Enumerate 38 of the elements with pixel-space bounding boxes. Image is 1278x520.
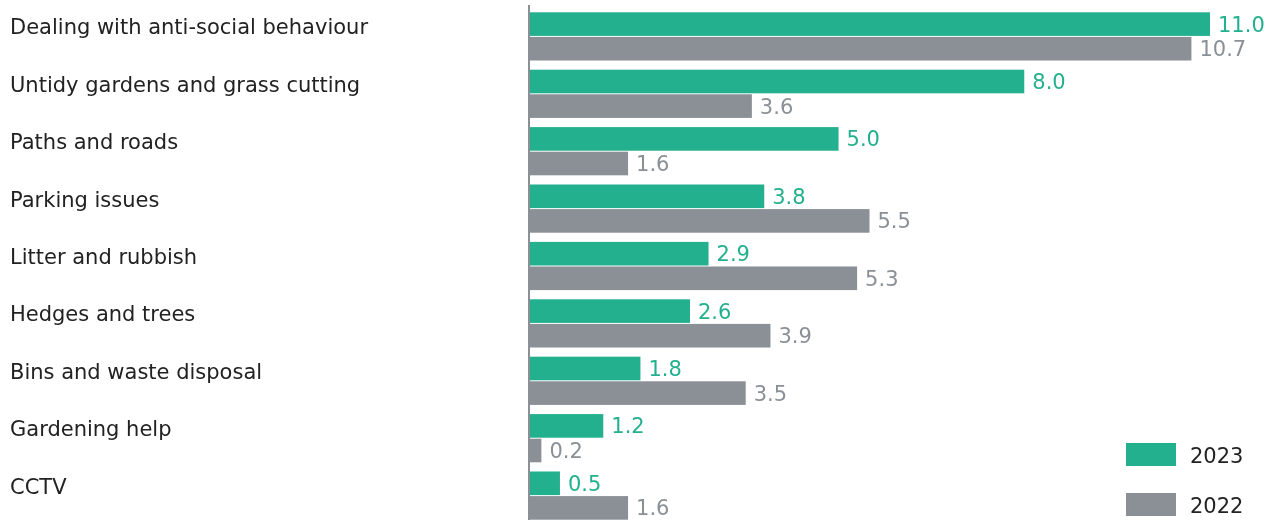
data-label: 1.8 [648,357,682,382]
data-label: 5.0 [846,127,880,152]
y-tick-label: Hedges and trees [10,302,196,327]
bar [529,414,604,438]
data-label: 2.9 [716,242,750,267]
data-label: 3.8 [772,184,806,209]
y-tick-label: Untidy gardens and grass cutting [10,72,361,97]
y-tick-label: Dealing with anti-social behaviour [10,15,369,40]
y-tick-label: Litter and rubbish [10,244,198,269]
data-label: 10.7 [1199,37,1247,62]
y-tick-label: Bins and waste disposal [10,359,263,384]
data-label: 8.0 [1032,70,1066,95]
data-label: 1.6 [636,496,670,520]
data-label: 5.3 [865,266,899,291]
data-label: 5.5 [877,209,911,234]
y-tick-label: CCTV [10,474,68,499]
data-label: 1.2 [611,414,645,439]
bar [529,241,709,266]
bar [529,299,690,323]
data-label: 11.0 [1218,12,1265,37]
data-label: 1.6 [636,152,670,177]
bar [529,471,560,496]
data-label: 3.6 [759,94,794,119]
data-label: 0.5 [567,471,602,496]
data-label: 0.2 [549,439,583,464]
data-label: 3.5 [753,381,788,406]
legend-label: 2022 [1190,493,1244,518]
y-tick-label: Gardening help [10,417,172,442]
bar [529,184,765,209]
bar [529,12,1210,36]
data-label: 2.6 [697,299,732,324]
y-tick-label: Paths and roads [10,130,179,155]
data-label: 3.9 [778,324,812,349]
bar [529,127,839,151]
bar [529,69,1025,94]
bar [529,356,641,381]
legend-label: 2023 [1190,443,1244,468]
y-tick-label: Parking issues [10,187,160,212]
